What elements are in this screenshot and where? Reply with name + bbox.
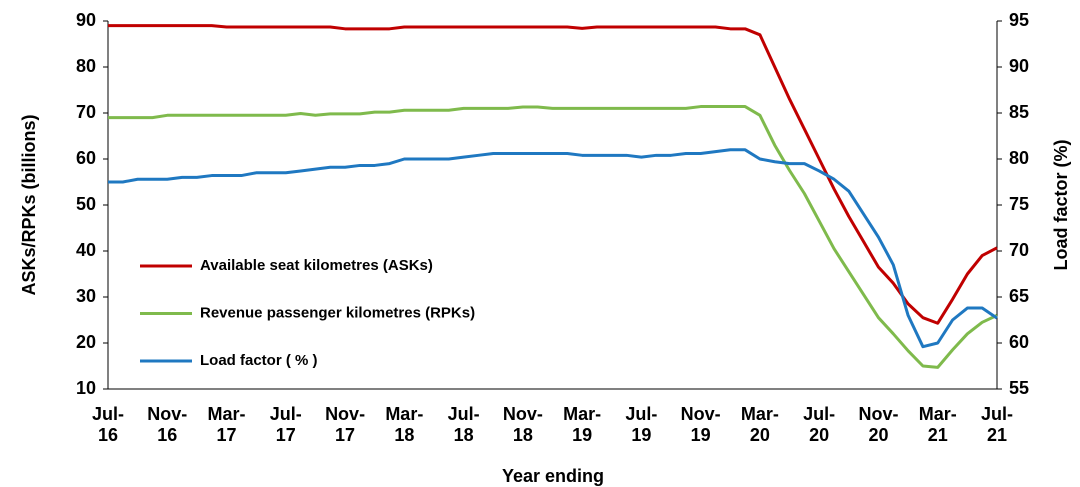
y2-tick-label: 85 <box>1009 102 1029 122</box>
x-tick-label: Nov-18 <box>502 404 543 445</box>
series-line <box>108 148 998 349</box>
y2-tick-label: 95 <box>1009 10 1029 30</box>
x-tick-label: Jul-21 <box>980 404 1013 445</box>
x-tick-label: Jul-18 <box>447 404 480 445</box>
y2-axis-title: Load factor (%) <box>1051 139 1071 270</box>
y2-tick-label: 65 <box>1009 286 1029 306</box>
legend-label: Revenue passenger kilometres (RPKs) <box>200 304 475 321</box>
x-tick-label: Nov-20 <box>858 404 899 445</box>
x-tick-label: Mar-17 <box>207 404 246 445</box>
x-tick-label: Mar-21 <box>918 404 957 445</box>
y-tick-label: 60 <box>76 148 96 168</box>
y-tick-label: 10 <box>76 378 96 398</box>
y2-tick-label: 55 <box>1009 378 1029 398</box>
x-tick-label: Mar-18 <box>385 404 424 445</box>
series-line <box>108 105 998 369</box>
y-tick-label: 30 <box>76 286 96 306</box>
y2-tick-label: 75 <box>1009 194 1029 214</box>
y-tick-label: 90 <box>76 10 96 30</box>
x-tick-label: Jul-17 <box>269 404 302 445</box>
x-tick-label: Mar-20 <box>740 404 779 445</box>
x-tick-label: Jul-16 <box>91 404 124 445</box>
y-tick-label: 20 <box>76 332 96 352</box>
y-tick-label: 70 <box>76 102 96 122</box>
legend-label: Available seat kilometres (ASKs) <box>200 257 433 274</box>
x-axis-title: Year ending <box>502 466 604 486</box>
y2-tick-label: 90 <box>1009 56 1029 76</box>
y2-tick-label: 80 <box>1009 148 1029 168</box>
y-axis-title: ASKs/RPKs (billions) <box>19 114 39 295</box>
y2-tick-label: 70 <box>1009 240 1029 260</box>
x-tick-label: Mar-19 <box>563 404 602 445</box>
y-tick-label: 40 <box>76 240 96 260</box>
y-tick-label: 50 <box>76 194 96 214</box>
x-tick-label: Jul-19 <box>625 404 658 445</box>
y-tick-label: 80 <box>76 56 96 76</box>
x-tick-label: Nov-16 <box>147 404 188 445</box>
y2-tick-label: 60 <box>1009 332 1029 352</box>
series-line <box>108 24 998 325</box>
x-tick-label: Nov-19 <box>680 404 721 445</box>
x-tick-label: Jul-20 <box>803 404 836 445</box>
x-tick-label: Nov-17 <box>325 404 366 445</box>
legend-label: Load factor ( % ) <box>200 352 318 369</box>
